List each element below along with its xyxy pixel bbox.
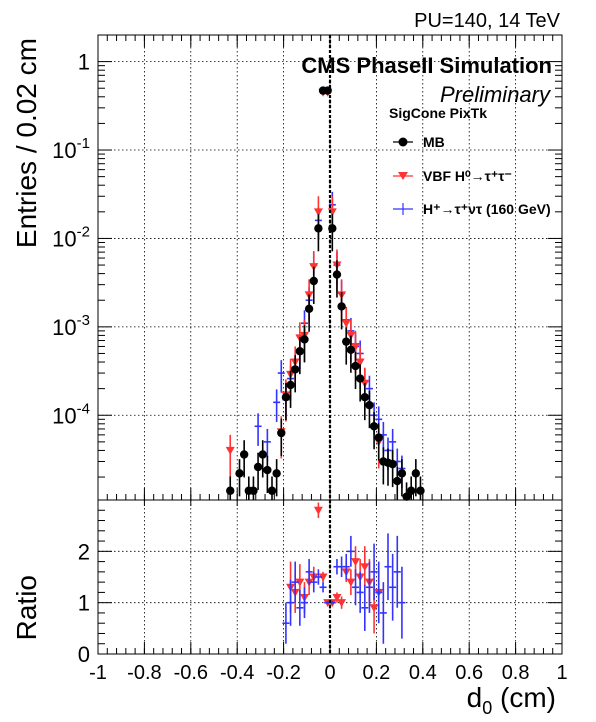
ratio-point-vbf-mb (318, 573, 328, 582)
ratio-point-vbf-mb (351, 558, 361, 567)
main-point-mb (304, 304, 314, 313)
legend-entry-vbf: VBF H⁰→τ⁺τ⁻ (393, 168, 512, 184)
main-point-mb (346, 345, 356, 354)
main-point-mb (351, 361, 360, 371)
legend-entry-hplus: H⁺→τ⁺ντ (160 GeV) (393, 201, 551, 217)
x-axis-label-main: d (467, 682, 483, 713)
main-point-vbf-h (225, 446, 235, 455)
ratio-panel: 0 1 2 (78, 499, 563, 667)
ratio-y-tick-label: 0 (78, 642, 90, 667)
main-point-mb (281, 393, 291, 402)
main-point-mb (369, 422, 379, 431)
x-tick-label: -0.6 (174, 662, 208, 684)
main-y-tick-label: 10-2 (52, 223, 90, 251)
legend-entry-mb: MB (393, 134, 445, 150)
selection-label: SigCone PixTk (389, 105, 487, 121)
main-data (225, 86, 425, 501)
main-y-tick-label: 10-4 (52, 400, 90, 428)
main-point-vbf-h (313, 208, 323, 217)
main-point-mb (397, 469, 407, 478)
main-ticks (97, 34, 563, 500)
main-y-axis-label: Entries / 0.02 cm (11, 38, 42, 248)
main-point-mb (411, 469, 421, 478)
legend-label-hplus: H⁺→τ⁺ντ (160 GeV) (423, 201, 551, 217)
main-y-tick-label: 10-3 (52, 312, 90, 340)
ratio-point-vbf-mb (295, 578, 305, 587)
x-tick-label: -0.2 (266, 662, 300, 684)
main-point-mb (360, 393, 369, 402)
main-point-mb (402, 492, 411, 501)
main-point-mb (272, 469, 281, 478)
main-point-mb (416, 486, 425, 495)
main-y-tick-labels: 1 10-1 10-2 10-3 10-4 (52, 50, 90, 429)
main-point-mb (267, 486, 277, 495)
legend-marker-vbf (398, 172, 408, 180)
ratio-y-axis-label: Ratio (11, 575, 42, 640)
main-point-mb (332, 270, 342, 279)
main-point-mb (253, 462, 263, 472)
legend-marker-mb (398, 137, 408, 147)
ratio-point-vbf-mb (337, 599, 347, 608)
main-point-mb (355, 374, 365, 383)
ratio-y-tick-labels: 0 1 2 (78, 539, 90, 667)
main-point-vbf-h (341, 319, 351, 328)
x-tick-label: -0.8 (127, 662, 161, 684)
main-point-mb (300, 335, 309, 344)
main-point-mb (342, 337, 351, 346)
energy-label: PU=140, 14 TeV (414, 10, 561, 32)
main-point-mb (286, 380, 295, 390)
ratio-y-tick-label: 1 (78, 591, 90, 616)
x-tick-labels: -1 -0.8 -0.6 -0.4 -0.2 0 0.2 0.4 0.6 0.8 1 (89, 662, 567, 684)
x-tick-label: -0.4 (220, 662, 254, 684)
x-tick-label: -1 (89, 662, 107, 684)
ratio-point-vbf-mb (360, 563, 370, 572)
ratio-point-vbf-mb (346, 578, 356, 587)
main-point-mb (277, 428, 286, 438)
main-point-mb (393, 476, 402, 486)
main-point-mb (407, 486, 416, 495)
main-point-vbf-h (355, 358, 365, 367)
main-point-mb (226, 486, 235, 495)
main-point-mb (309, 276, 318, 286)
main-point-mb (249, 486, 258, 495)
x-tick-label: 0 (324, 662, 335, 684)
main-y-tick-label: 1 (78, 50, 90, 75)
main-panel: 1 10-1 10-2 10-3 10-4 (52, 34, 563, 501)
ratio-data (282, 502, 406, 644)
x-tick-label: 1 (556, 662, 567, 684)
main-point-mb (235, 469, 244, 478)
main-point-mb (291, 365, 300, 374)
main-point-mb (258, 450, 267, 459)
main-point-mb (388, 459, 397, 469)
main-point-vbf-h (351, 342, 361, 351)
experiment-label: CMS PhaseII Simulation (301, 53, 552, 78)
ratio-point-vbf-mb (369, 604, 379, 613)
ratio-point-vbf-mb (332, 594, 342, 603)
ratio-y-tick-label: 2 (78, 539, 90, 564)
main-point-mb (263, 465, 272, 475)
legend: MB VBF H⁰→τ⁺τ⁻ H⁺→τ⁺ντ (160 GeV) (393, 134, 551, 217)
preliminary-label: Preliminary (440, 82, 552, 107)
x-tick-label: 0.6 (455, 662, 483, 684)
legend-label-mb: MB (423, 134, 445, 150)
main-point-mb (239, 450, 249, 459)
x-axis-label-sub: 0 (482, 698, 492, 718)
main-point-mb (314, 224, 323, 233)
main-point-mb (365, 400, 374, 410)
x-axis-label-unit: (cm) (492, 682, 556, 713)
main-y-tick-label: 10-1 (52, 135, 90, 163)
x-axis-label: d0 (cm) (467, 682, 556, 718)
x-tick-label: 0.2 (362, 662, 390, 684)
x-tick-label: 0.4 (409, 662, 437, 684)
x-tick-label: 0.8 (502, 662, 530, 684)
main-point-mb (337, 302, 346, 311)
legend-label-vbf: VBF H⁰→τ⁺τ⁻ (423, 168, 512, 184)
main-point-mb (374, 433, 383, 442)
ratio-point-vbf-mb (313, 506, 323, 515)
main-point-mb (295, 347, 305, 356)
